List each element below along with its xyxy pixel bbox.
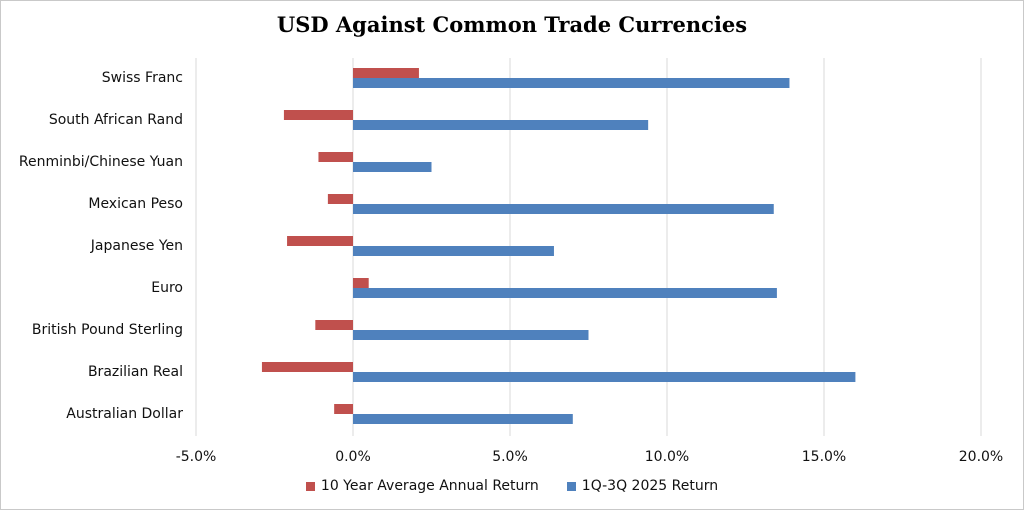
bar-2025-3 [353, 204, 774, 214]
bar-2025-7 [353, 372, 856, 382]
legend-label-2025: 1Q-3Q 2025 Return [581, 478, 719, 494]
category-label: Euro [151, 280, 183, 296]
bar-10yr-0 [353, 68, 419, 78]
x-tick-label: 15.0% [802, 449, 846, 465]
category-label: South African Rand [49, 112, 183, 128]
bar-10yr-4 [287, 236, 353, 246]
bar-2025-4 [353, 246, 554, 256]
category-labels: Swiss Franc South African Rand Renminbi/Ch… [19, 70, 183, 422]
x-tick-labels: -5.0% 0.0% 5.0% 10.0% 15.0% 20.0% [176, 449, 1004, 465]
category-label: Brazilian Real [88, 364, 183, 380]
legend-swatch-10yr [305, 481, 315, 491]
x-tick-label: 10.0% [645, 449, 689, 465]
x-tick-label: 20.0% [959, 449, 1003, 465]
bar-10yr-2 [318, 152, 353, 162]
bar-2025-5 [353, 288, 777, 298]
x-tick-label: 5.0% [492, 449, 528, 465]
bar-10yr-5 [353, 278, 369, 288]
category-label: Japanese Yen [90, 238, 183, 254]
bar-2025-8 [353, 414, 573, 424]
bar-2025-1 [353, 120, 649, 130]
category-label: Mexican Peso [88, 196, 183, 212]
bar-10yr-8 [334, 404, 353, 414]
legend-item-2025: 1Q-3Q 2025 Return [566, 478, 719, 494]
x-tick-label: -5.0% [176, 449, 217, 465]
bar-10yr-6 [315, 320, 353, 330]
x-tick-label: 0.0% [335, 449, 371, 465]
bar-2025-0 [353, 78, 790, 88]
category-label: British Pound Sterling [32, 322, 183, 338]
bars [261, 68, 856, 424]
bar-10yr-7 [261, 362, 353, 372]
bar-10yr-1 [283, 110, 353, 120]
legend-label-10yr: 10 Year Average Annual Return [320, 478, 539, 494]
legend: 10 Year Average Annual Return 1Q-3Q 2025… [0, 478, 1024, 494]
bar-2025-6 [353, 330, 589, 340]
legend-swatch-2025 [566, 481, 576, 491]
category-label: Australian Dollar [66, 406, 183, 422]
chart-title: USD Against Common Trade Currencies [276, 12, 748, 37]
legend-item-10yr: 10 Year Average Annual Return [305, 478, 539, 494]
category-label: Renminbi/Chinese Yuan [19, 154, 183, 170]
bar-10yr-3 [327, 194, 353, 204]
category-label: Swiss Franc [102, 70, 183, 86]
bar-2025-2 [353, 162, 432, 172]
